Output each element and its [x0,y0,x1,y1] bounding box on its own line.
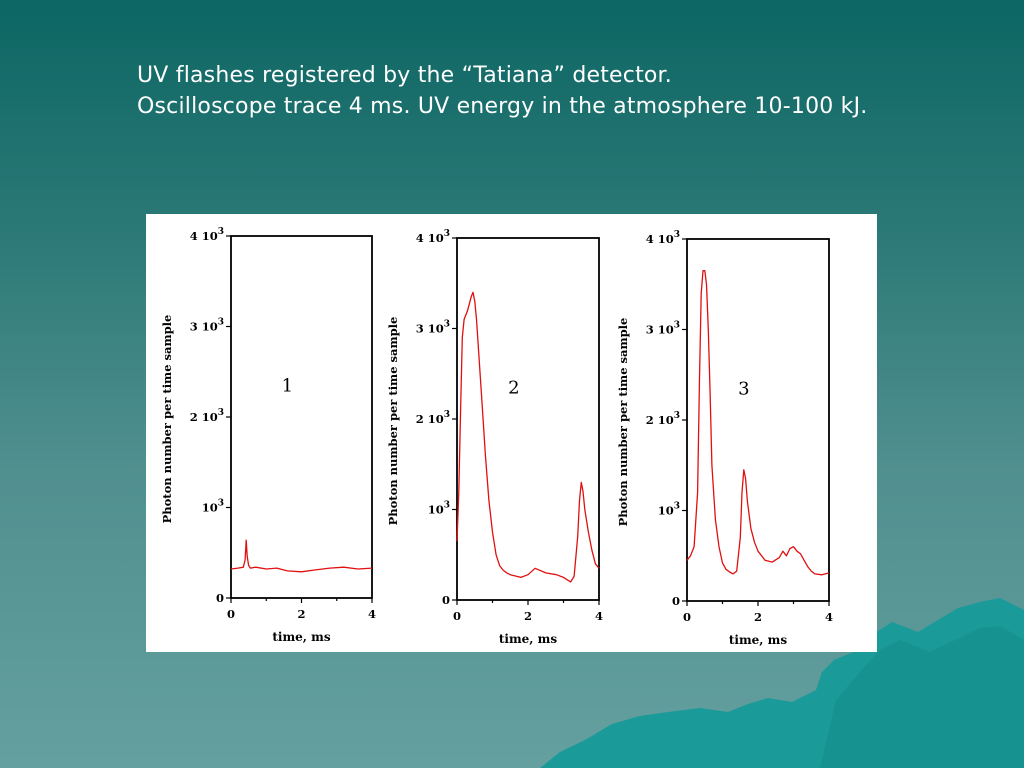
y-tick-label: 4 103 [190,227,224,243]
y-tick-base: 4 10 [416,231,444,245]
x-tick-label: 0 [227,607,235,621]
y-tick-exponent: 3 [674,321,680,331]
y-tick-base: 10 [428,503,444,517]
y-tick-base: 4 10 [646,232,674,246]
y-tick-exponent: 3 [674,502,680,512]
panel-number-label: 1 [282,376,293,397]
x-tick-label: 4 [825,610,833,624]
y-tick-exponent: 3 [444,501,450,511]
figure-panel: 0 103 2 103 3 103 4 103 0 2 4 time, ms Photon num… [146,214,877,652]
y-tick-exponent: 3 [218,499,224,509]
x-tick-label: 2 [754,610,762,624]
plot-frame [230,235,373,599]
plot-frame [686,238,830,602]
y-tick-exponent: 3 [674,411,680,421]
y-tick-label: 0 [672,594,680,608]
y-tick-base: 2 10 [190,410,218,424]
x-axis-label: time, ms [272,630,330,644]
y-tick-label: 103 [428,501,450,517]
caption-line-1: UV flashes registered by the “Tatiana” d… [137,63,672,88]
y-tick-exponent: 3 [674,230,680,240]
y-tick-label: 3 103 [646,321,680,337]
x-axis-label: time, ms [729,633,787,647]
y-tick-exponent: 3 [444,229,450,239]
y-tick-label: 3 103 [416,320,450,336]
y-tick-exponent: 3 [218,408,224,418]
slide-caption: UV flashes registered by the “Tatiana” d… [137,60,868,122]
trace-line-2 [456,291,600,583]
caption-line-2: Oscilloscope trace 4 ms. UV energy in th… [137,94,868,119]
trace-line-1 [230,539,373,573]
plot-frame [456,237,600,601]
y-tick-label: 4 103 [646,230,680,246]
y-tick-base: 4 10 [190,229,218,243]
y-axis-label: Photon number per time sample [386,317,400,526]
y-tick-exponent: 3 [218,227,224,237]
y-tick-base: 3 10 [416,322,444,336]
y-tick-base: 10 [202,501,218,515]
y-tick-label: 2 103 [646,411,680,427]
x-tick-label: 0 [683,610,691,624]
y-tick-base: 0 [442,593,450,607]
x-tick-label: 0 [453,609,461,623]
x-tick-label: 2 [297,607,305,621]
y-tick-base: 3 10 [646,323,674,337]
y-axis-label: Photon number per time sample [160,315,174,524]
x-tick-label: 2 [524,609,532,623]
y-tick-label: 0 [442,593,450,607]
y-tick-label: 103 [202,499,224,515]
y-tick-exponent: 3 [218,318,224,328]
y-axis-label: Photon number per time sample [616,318,630,527]
x-tick-label: 4 [595,609,603,623]
y-tick-label: 0 [216,591,224,605]
y-tick-label: 2 103 [190,408,224,424]
panel-number-label: 3 [738,379,749,400]
y-tick-label: 4 103 [416,229,450,245]
y-tick-base: 0 [216,591,224,605]
y-tick-base: 10 [658,504,674,518]
y-tick-base: 2 10 [416,412,444,426]
y-tick-exponent: 3 [444,320,450,330]
mountain-shadow [820,626,1024,768]
y-tick-base: 3 10 [190,320,218,334]
y-tick-base: 0 [672,594,680,608]
y-tick-label: 2 103 [416,410,450,426]
x-tick-label: 4 [368,607,376,621]
y-tick-label: 103 [658,502,680,518]
panel-number-label: 2 [508,378,519,399]
trace-line-3 [686,270,830,576]
y-tick-label: 3 103 [190,318,224,334]
y-tick-base: 2 10 [646,413,674,427]
x-axis-label: time, ms [499,632,557,646]
y-tick-exponent: 3 [444,410,450,420]
